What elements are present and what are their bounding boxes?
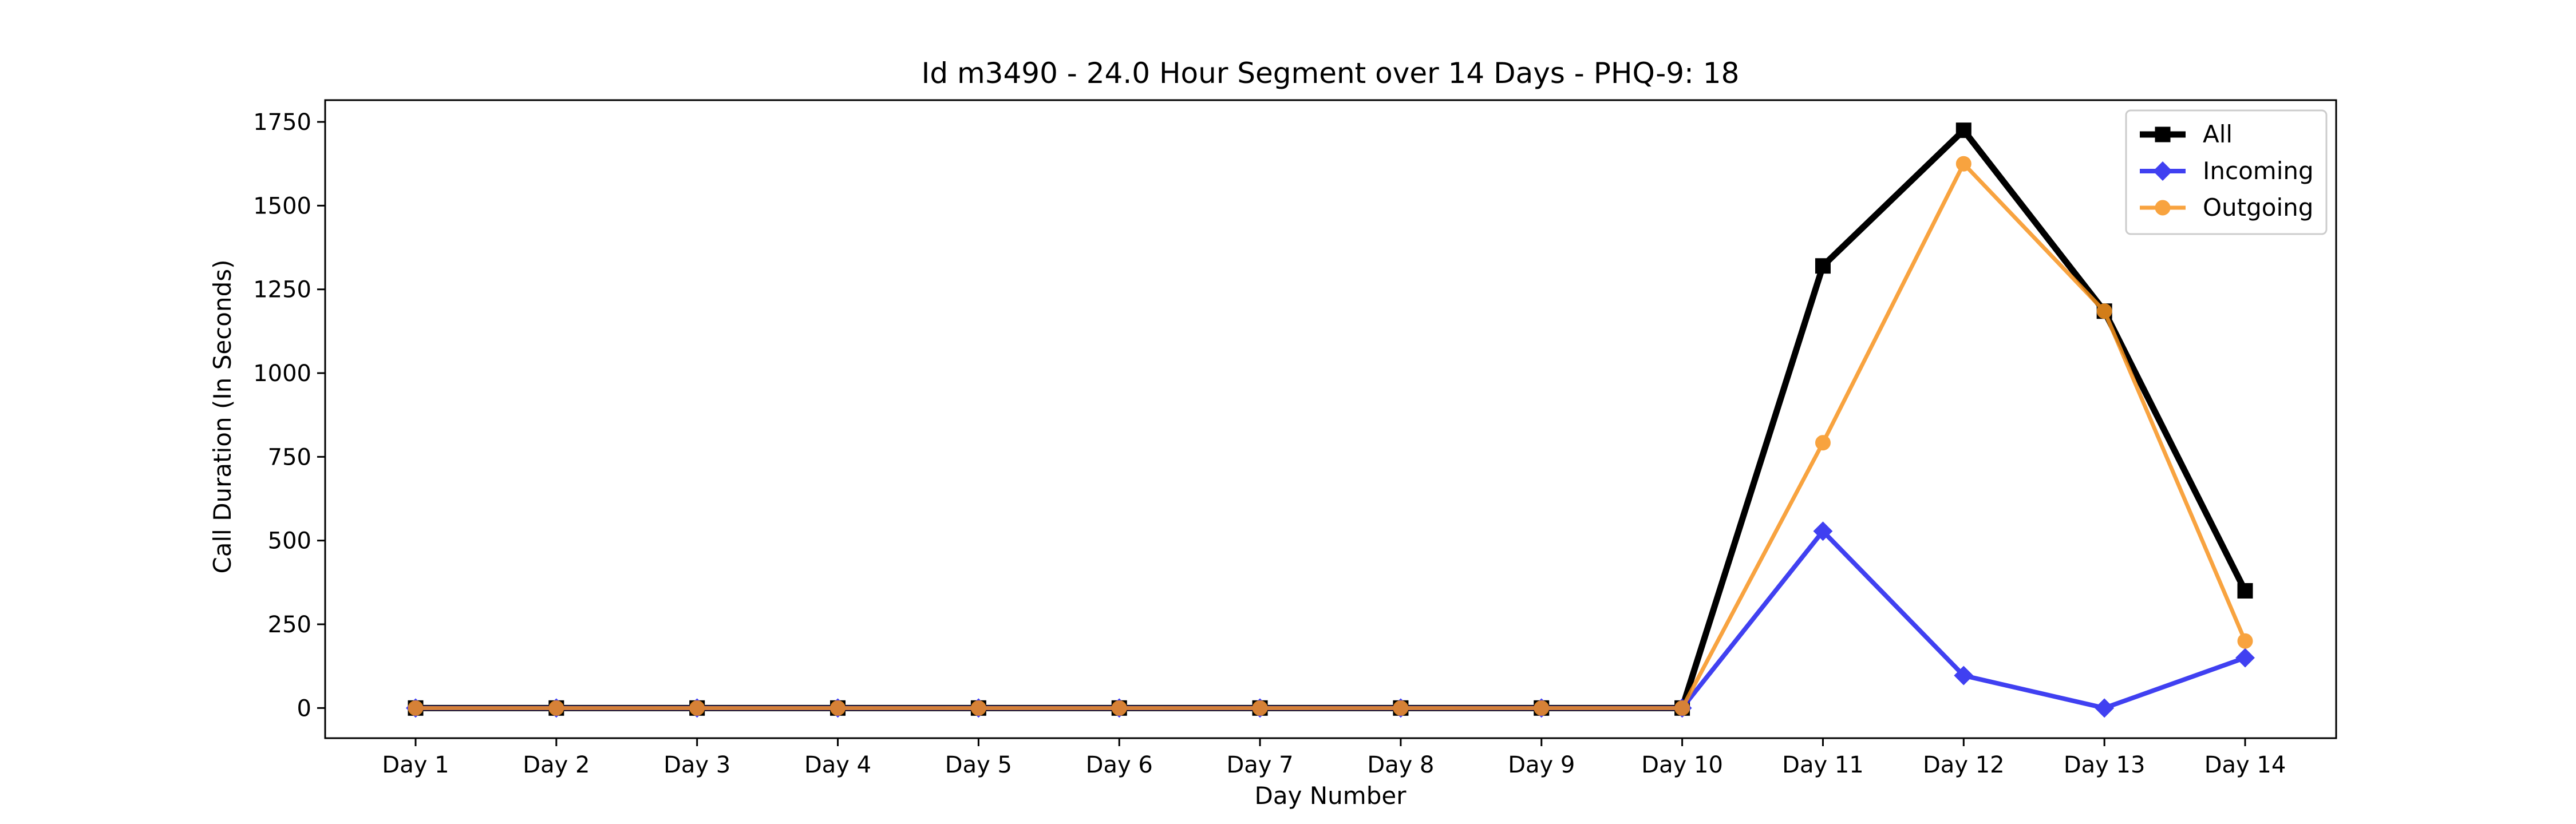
x-tick-label: Day 13 <box>2064 752 2146 778</box>
x-tick-label: Day 7 <box>1226 752 1293 778</box>
legend-label: Incoming <box>2203 157 2314 185</box>
y-tick-label: 0 <box>297 695 311 722</box>
x-tick-label: Day 4 <box>804 752 871 778</box>
series-line <box>416 161 2247 710</box>
x-axis: Day 1 Day 2 Day 3 Day 4 Day 5 Day 6 Day 7 Day 8… <box>382 738 2286 778</box>
data-point <box>2095 698 2115 718</box>
data-point <box>1111 700 1127 716</box>
x-tick-label: Day 6 <box>1086 752 1153 778</box>
legend-item-outgoing <box>2140 200 2186 216</box>
y-tick-label: 1250 <box>253 277 311 303</box>
legend-box <box>2125 109 2328 235</box>
data-point <box>548 700 564 716</box>
chart-title: Id m3490 - 24.0 Hour Segment over 14 Day… <box>922 57 1740 90</box>
legend-label: Outgoing <box>2203 193 2313 221</box>
data-point <box>1955 156 1971 172</box>
plot-frame <box>324 99 2337 739</box>
data-point <box>1813 521 1833 541</box>
series-outgoing <box>408 156 2253 716</box>
x-tick-label: Day 10 <box>1641 752 1723 778</box>
plot-area <box>406 122 2255 718</box>
data-point <box>2096 303 2112 319</box>
data-point <box>1955 122 1971 138</box>
y-axis: 0 250 500 750 1000 1250 1500 1750 <box>253 109 325 722</box>
data-point <box>1815 435 1831 451</box>
y-tick-label: 1000 <box>253 360 311 387</box>
data-point <box>2155 200 2171 216</box>
y-axis-label: Call Duration (In Seconds) <box>208 259 236 573</box>
data-point <box>1815 258 1831 274</box>
legend-label: All <box>2203 120 2233 148</box>
data-point <box>1534 700 1550 716</box>
y-tick-label: 1500 <box>253 193 311 219</box>
y-tick-label: 250 <box>268 612 311 638</box>
data-point <box>830 700 846 716</box>
x-tick-label: Day 1 <box>382 752 449 778</box>
x-tick-label: Day 2 <box>523 752 590 778</box>
data-point <box>1954 665 1974 686</box>
y-tick-label: 750 <box>268 444 311 470</box>
x-tick-label: Day 5 <box>945 752 1012 778</box>
x-tick-label: Day 12 <box>1923 752 2005 778</box>
x-tick-label: Day 14 <box>2204 752 2286 778</box>
legend-item-incoming <box>2140 161 2186 181</box>
data-point <box>2237 633 2253 649</box>
legend: All Incoming Outgoing <box>2125 109 2328 235</box>
data-point <box>1674 700 1690 716</box>
legend-item-all <box>2140 126 2186 142</box>
data-point <box>2155 126 2171 142</box>
data-point <box>970 700 986 716</box>
data-point <box>2153 161 2172 181</box>
y-tick-label: 500 <box>268 528 311 554</box>
x-tick-label: Day 8 <box>1367 752 1434 778</box>
x-axis-label: Day Number <box>1254 782 1406 810</box>
data-point <box>2237 583 2253 599</box>
y-tick-label: 1750 <box>253 109 311 136</box>
data-point <box>408 700 424 716</box>
data-point <box>1252 700 1268 716</box>
x-tick-label: Day 9 <box>1508 752 1575 778</box>
data-point <box>2235 648 2255 668</box>
data-point <box>689 700 705 716</box>
x-tick-label: Day 11 <box>1782 752 1864 778</box>
data-point <box>1393 700 1409 716</box>
x-tick-label: Day 3 <box>663 752 730 778</box>
